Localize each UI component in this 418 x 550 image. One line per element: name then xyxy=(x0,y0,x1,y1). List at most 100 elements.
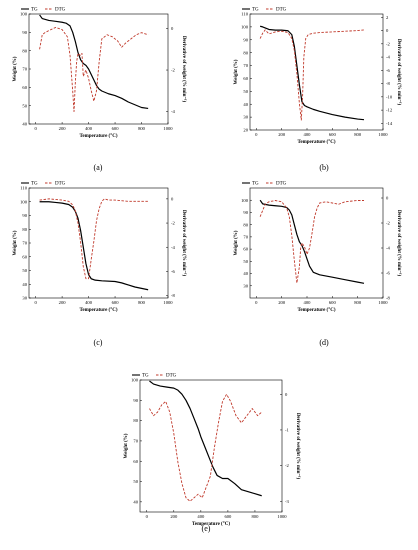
x-tick-label: 800 xyxy=(138,300,146,305)
series-line-tg xyxy=(149,380,262,497)
y-right-tick-label: 0 xyxy=(171,26,174,31)
y-right-tick-label: -2 xyxy=(386,221,391,226)
series-line-tg xyxy=(39,14,149,110)
y-left-tick-label: 80 xyxy=(243,50,248,55)
y-left-tick-label: 80 xyxy=(133,418,138,423)
x-tick-label: 200 xyxy=(278,300,286,305)
legend-label-tg: TG xyxy=(31,182,38,187)
y-left-axis-label: Weight (%) xyxy=(124,433,129,458)
y-right-tick-label: -2 xyxy=(171,68,176,73)
y-left-tick-label: 40 xyxy=(243,102,248,107)
legend-label-dtg: DTG xyxy=(166,374,177,379)
x-tick-label: 400 xyxy=(197,514,205,519)
x-tick-label: 800 xyxy=(252,514,260,519)
x-tick-label: 600 xyxy=(329,132,337,137)
y-right-tick-label: -2 xyxy=(285,463,290,468)
y-right-tick-label: -1 xyxy=(285,428,290,433)
y-left-tick-label: 70 xyxy=(243,234,248,239)
chart-panel-c: 0 200 400 600 800 1000 30 40 50 60 70 80 90 100 110 -8 -… xyxy=(13,182,187,347)
y-left-tick-label: 100 xyxy=(20,199,28,204)
panel-caption: (e) xyxy=(202,524,211,533)
x-tick-label: 1000 xyxy=(378,300,388,305)
x-tick-label: 1000 xyxy=(277,514,287,519)
y-right-axis-label: Derivative of weight (% min⁻¹) xyxy=(181,210,187,277)
series-line-dtg xyxy=(39,198,149,280)
y-right-tick-label: 2 xyxy=(386,15,389,20)
y-left-tick-label: 40 xyxy=(22,122,27,127)
y-left-tick-label: 100 xyxy=(20,12,28,17)
legend-label-tg: TG xyxy=(252,8,259,13)
y-right-tick-label: -2 xyxy=(386,41,391,46)
y-left-tick-label: 60 xyxy=(22,254,27,259)
y-left-tick-label: 50 xyxy=(22,103,27,108)
plot-frame xyxy=(28,187,169,299)
y-left-tick-label: 60 xyxy=(22,85,27,90)
y-left-tick-label: 60 xyxy=(133,459,138,464)
y-right-tick-label: 0 xyxy=(386,196,389,201)
x-axis-label: Temperature (°C) xyxy=(80,308,118,313)
legend-label-dtg: DTG xyxy=(55,8,66,13)
x-tick-label: 600 xyxy=(112,126,120,131)
y-left-tick-label: 70 xyxy=(22,241,27,246)
y-left-tick-label: 70 xyxy=(22,67,27,72)
y-right-tick-label: -4 xyxy=(171,109,176,114)
series-line-dtg xyxy=(259,29,365,121)
y-right-tick-label: -8 xyxy=(171,293,176,298)
y-right-tick-label: -3 xyxy=(285,499,290,504)
y-right-axis-label: Derivative of weight (% min⁻¹) xyxy=(396,39,402,106)
y-left-tick-label: 50 xyxy=(243,89,248,94)
y-right-tick-label: 0 xyxy=(285,392,288,397)
y-left-tick-label: 110 xyxy=(20,186,27,191)
y-left-tick-label: 40 xyxy=(22,282,27,287)
plot-frame xyxy=(139,379,283,513)
y-left-tick-label: 50 xyxy=(22,268,27,273)
y-left-tick-label: 30 xyxy=(243,115,248,120)
y-left-axis-label: Weight (%) xyxy=(234,230,239,255)
x-tick-label: 800 xyxy=(354,300,362,305)
x-tick-label: 0 xyxy=(146,514,149,519)
y-right-tick-label: -2 xyxy=(171,221,176,226)
y-right-tick-label: -14 xyxy=(386,121,393,126)
y-left-axis-label: Weight (%) xyxy=(234,59,239,84)
legend-label-tg: TG xyxy=(142,374,149,379)
y-right-tick-label: -4 xyxy=(386,246,391,251)
y-left-tick-label: 110 xyxy=(241,12,248,17)
x-tick-label: 200 xyxy=(59,300,67,305)
x-tick-label: 200 xyxy=(170,514,178,519)
y-left-tick-label: 100 xyxy=(131,378,139,383)
y-right-tick-label: -8 xyxy=(386,296,391,301)
y-left-tick-label: 40 xyxy=(133,499,138,504)
x-tick-label: 400 xyxy=(85,300,93,305)
legend-label-dtg: DTG xyxy=(55,182,66,187)
x-axis-label: Temperature (°C) xyxy=(298,308,336,313)
y-left-axis-label: Weight (%) xyxy=(13,56,18,81)
chart-panel-e: 0 200 400 600 800 1000 40 50 60 70 80 90 100 -3 -2 -1 0 T… xyxy=(124,374,301,533)
x-tick-label: 0 xyxy=(34,300,37,305)
panel-caption: (d) xyxy=(319,338,329,347)
chart-panel-b: 0 200 400 600 800 10002030405060708090100110-… xyxy=(234,8,402,172)
y-left-tick-label: 30 xyxy=(22,296,27,301)
y-left-tick-label: 100 xyxy=(241,198,249,203)
x-tick-label: 600 xyxy=(112,300,120,305)
series-line-tg xyxy=(259,199,365,284)
y-right-tick-label: -4 xyxy=(386,55,391,60)
legend-label-tg: TG xyxy=(252,182,259,187)
x-tick-label: 400 xyxy=(304,132,312,137)
y-right-tick-label: -12 xyxy=(386,108,393,113)
y-right-tick-label: -6 xyxy=(386,271,391,276)
x-tick-label: 200 xyxy=(59,126,67,131)
y-left-tick-label: 90 xyxy=(133,398,138,403)
panel-caption: (a) xyxy=(94,163,103,172)
series-line-tg xyxy=(39,201,149,291)
panel-caption: (b) xyxy=(319,163,329,172)
y-right-tick-label: 0 xyxy=(171,196,174,201)
y-right-axis-label: Derivative of weight (% min⁻¹) xyxy=(295,413,301,480)
y-right-tick-label: -10 xyxy=(386,94,393,99)
x-tick-label: 0 xyxy=(255,300,258,305)
x-tick-label: 1000 xyxy=(163,300,173,305)
y-left-tick-label: 90 xyxy=(243,210,248,215)
series-line-tg xyxy=(259,25,365,121)
y-left-tick-label: 40 xyxy=(243,271,248,276)
x-tick-label: 800 xyxy=(354,132,362,137)
